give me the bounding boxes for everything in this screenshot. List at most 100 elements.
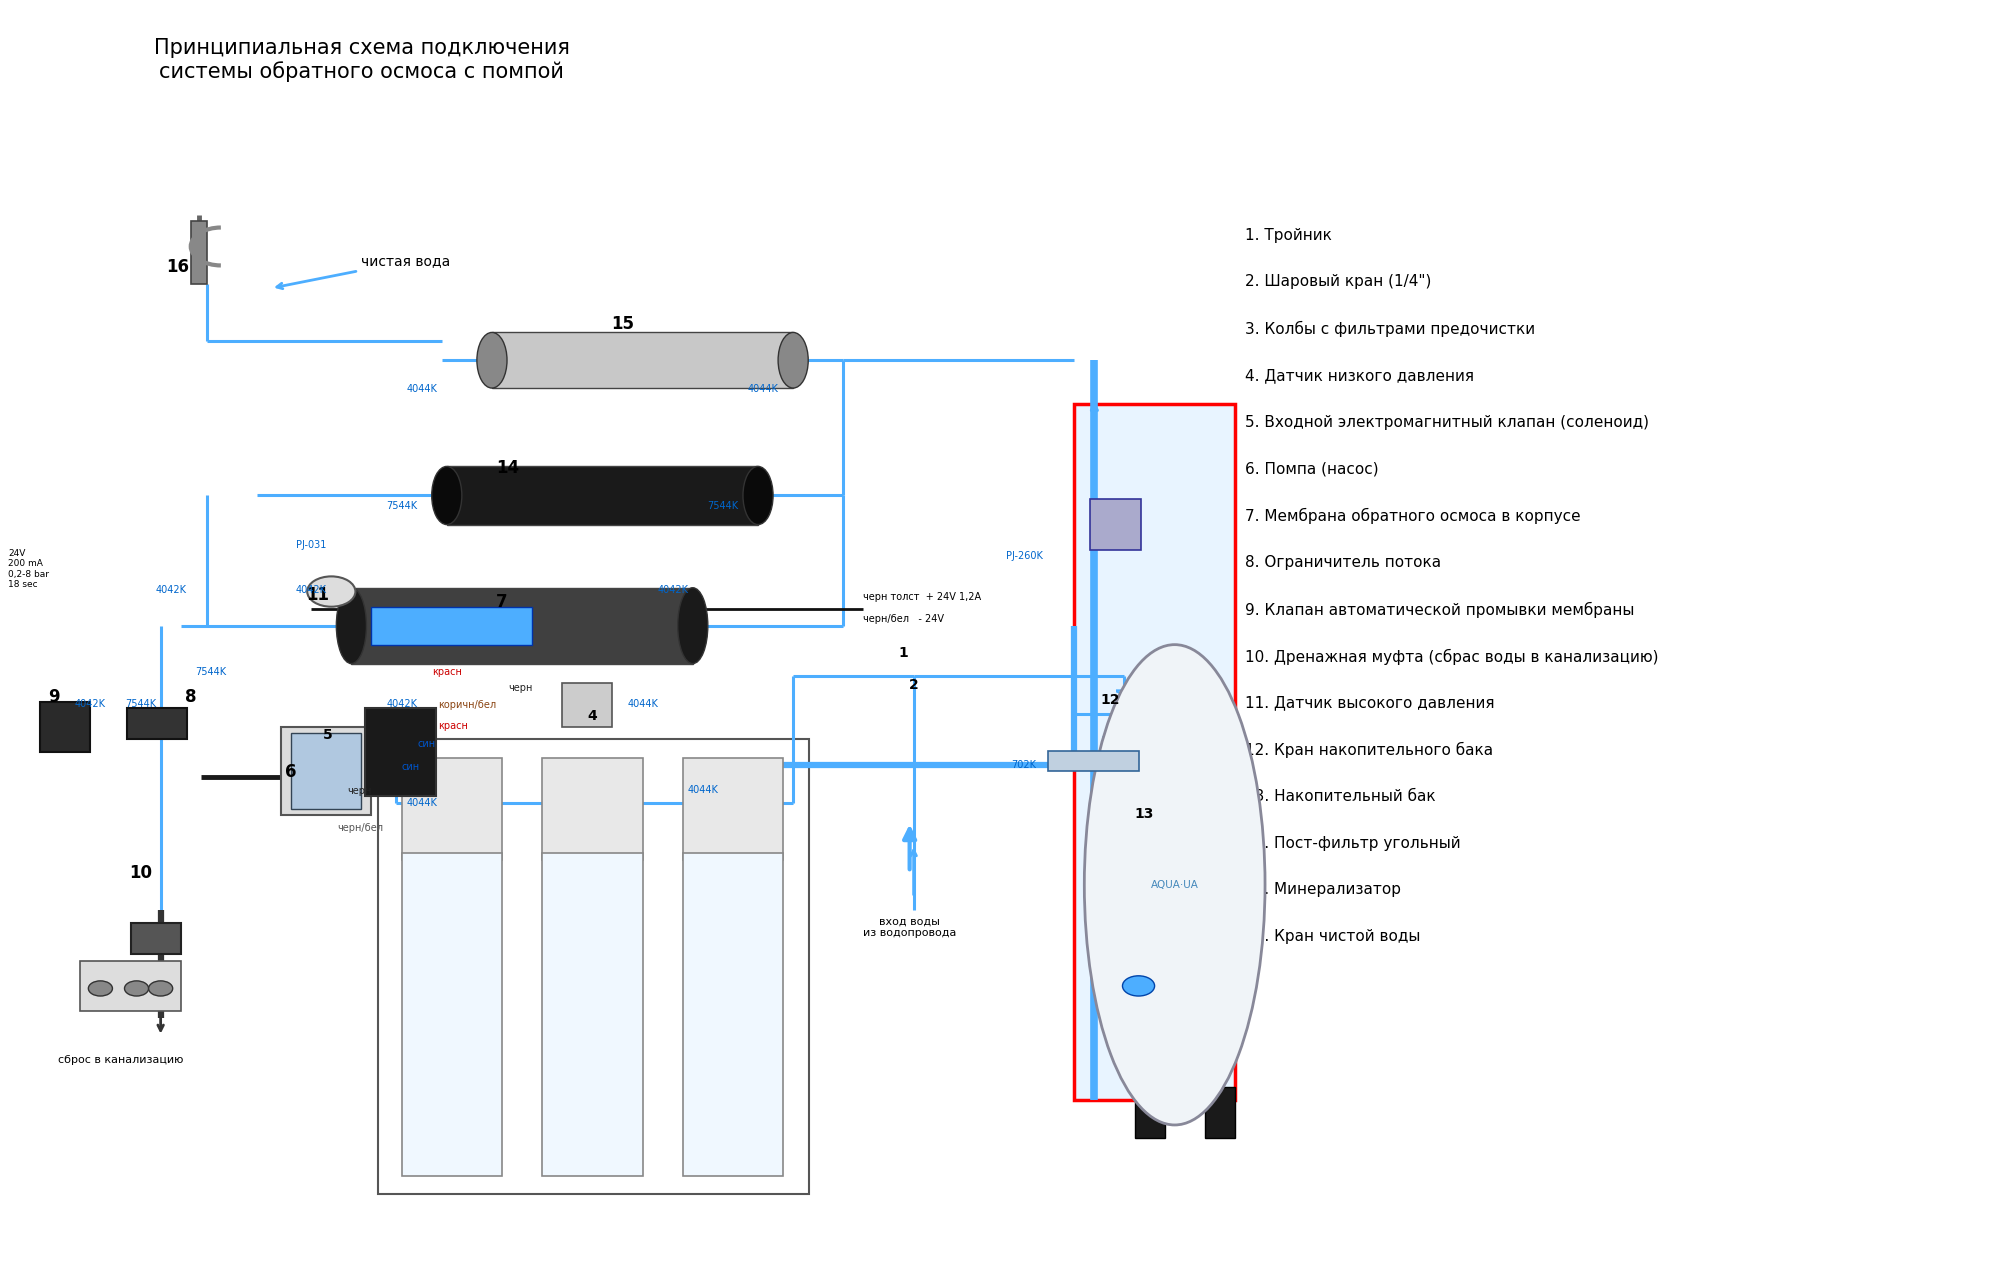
Bar	[542, 758, 642, 860]
Text: 6. Помпа (насос): 6. Помпа (насос)	[1244, 461, 1379, 477]
Text: PJ-260K: PJ-260K	[1006, 551, 1042, 561]
Bar	[401, 758, 502, 860]
Text: 9: 9	[48, 688, 60, 705]
Text: 4042K: 4042K	[385, 699, 417, 709]
Text: 1. Тройник: 1. Тройник	[1244, 228, 1331, 243]
Text: 14. Пост-фильтр угольный: 14. Пост-фильтр угольный	[1244, 836, 1459, 851]
Text: черн: черн	[347, 786, 371, 796]
Text: 4044K: 4044K	[405, 384, 438, 394]
Ellipse shape	[335, 588, 365, 664]
Text: красн: красн	[438, 720, 468, 731]
Circle shape	[124, 981, 149, 996]
Text: 10. Дренажная муфта (сбрас воды в канализацию): 10. Дренажная муфта (сбрас воды в канали…	[1244, 648, 1658, 665]
Text: 13. Накопительный бак: 13. Накопительный бак	[1244, 789, 1435, 804]
Text: PJ-031: PJ-031	[295, 540, 327, 550]
Ellipse shape	[478, 332, 506, 388]
Text: 7: 7	[496, 593, 508, 611]
Bar	[492, 332, 793, 388]
Text: вход воды
из водопровода: вход воды из водопровода	[863, 916, 955, 938]
Text: черн/бел: черн/бел	[337, 823, 383, 833]
Bar	[281, 727, 371, 815]
Text: син: син	[401, 762, 419, 772]
Text: 2. Шаровый кран (1/4"): 2. Шаровый кран (1/4")	[1244, 274, 1431, 289]
Text: 4042K: 4042K	[295, 585, 327, 595]
Text: 24V
200 mA
0,2-8 bar
18 sec: 24V 200 mA 0,2-8 bar 18 sec	[8, 549, 48, 589]
Text: 12: 12	[1100, 693, 1120, 707]
Text: чистая вода: чистая вода	[277, 254, 450, 288]
Circle shape	[88, 981, 112, 996]
Bar	[371, 607, 532, 645]
Text: 14: 14	[496, 459, 520, 477]
Bar	[682, 853, 783, 1176]
Circle shape	[307, 576, 355, 607]
Text: ВЫХОД
ВОДЫ В АКВАРИУМ: ВЫХОД ВОДЫ В АКВАРИУМ	[1100, 688, 1128, 829]
Text: син: син	[417, 739, 436, 750]
Text: 4044K: 4044K	[686, 785, 719, 795]
Ellipse shape	[432, 466, 462, 525]
Text: 6: 6	[285, 763, 297, 781]
Text: 4042K: 4042K	[155, 585, 187, 595]
Bar	[1204, 1087, 1234, 1138]
Bar	[40, 702, 90, 752]
Bar	[1048, 751, 1138, 771]
Text: 4. Датчик низкого давления: 4. Датчик низкого давления	[1244, 368, 1473, 383]
Text: 16. Кран чистой воды: 16. Кран чистой воды	[1244, 929, 1419, 944]
Text: AQUA·UA: AQUA·UA	[1150, 880, 1198, 890]
Text: 4044K: 4044K	[747, 384, 779, 394]
Text: черн/бел   - 24V: черн/бел - 24V	[863, 614, 943, 624]
Text: 5. Входной электромагнитный клапан (соленоид): 5. Входной электромагнитный клапан (соле…	[1244, 415, 1648, 430]
Text: 4: 4	[588, 709, 596, 723]
Text: 7544K: 7544K	[124, 699, 157, 709]
Text: 7544K: 7544K	[195, 667, 227, 678]
Text: 11: 11	[305, 586, 329, 604]
Text: 5: 5	[323, 728, 331, 742]
Text: 4044K: 4044K	[626, 699, 658, 709]
Bar	[191, 221, 207, 284]
Text: 12. Кран накопительного бака: 12. Кран накопительного бака	[1244, 742, 1493, 758]
Ellipse shape	[779, 332, 807, 388]
Ellipse shape	[743, 466, 773, 525]
Bar	[291, 733, 361, 809]
Text: 2: 2	[909, 678, 917, 691]
Circle shape	[149, 981, 173, 996]
Text: черн: черн	[508, 683, 532, 693]
Bar	[542, 853, 642, 1176]
Bar	[80, 961, 181, 1011]
Text: 3. Колбы с фильтрами предочистки: 3. Колбы с фильтрами предочистки	[1244, 321, 1533, 337]
Text: 3: 3	[556, 1149, 568, 1167]
Text: 10: 10	[128, 865, 153, 882]
Text: 7544K: 7544K	[706, 501, 739, 511]
Bar	[1090, 499, 1140, 550]
Text: 15. Минерализатор: 15. Минерализатор	[1244, 882, 1401, 897]
Text: сброс в канализацию: сброс в канализацию	[58, 1055, 183, 1066]
Ellipse shape	[1084, 645, 1264, 1125]
Bar	[682, 758, 783, 860]
Text: 4042K: 4042K	[74, 699, 106, 709]
Text: 4042K: 4042K	[656, 585, 688, 595]
Text: коричн/бел: коричн/бел	[438, 700, 496, 710]
Bar	[446, 466, 757, 525]
Text: черн толст: черн толст	[401, 592, 458, 602]
Text: Принципиальная схема подключения
системы обратного осмоса с помпой: Принципиальная схема подключения системы…	[153, 38, 570, 82]
Bar	[377, 739, 809, 1194]
Text: черн толст  + 24V 1,2A: черн толст + 24V 1,2A	[863, 592, 981, 602]
Text: 8. Ограничитель потока: 8. Ограничитель потока	[1244, 555, 1441, 570]
Text: красн: красн	[432, 667, 462, 678]
Ellipse shape	[678, 588, 706, 664]
Text: 702K: 702K	[1012, 760, 1036, 770]
Text: 1: 1	[899, 646, 907, 660]
Text: 8: 8	[185, 688, 197, 705]
Text: 11. Датчик высокого давления: 11. Датчик высокого давления	[1244, 695, 1493, 710]
Bar	[562, 683, 612, 727]
Bar	[130, 923, 181, 954]
Bar	[1134, 1087, 1164, 1138]
Bar	[126, 708, 187, 739]
Text: 13: 13	[1134, 806, 1154, 820]
Text: 7. Мембрана обратного осмоса в корпусе: 7. Мембрана обратного осмоса в корпусе	[1244, 508, 1580, 525]
Bar	[365, 708, 436, 796]
Text: 7544K: 7544K	[385, 501, 417, 511]
Text: 16: 16	[167, 258, 189, 276]
FancyBboxPatch shape	[1074, 404, 1234, 1100]
Circle shape	[1122, 976, 1154, 996]
Bar	[351, 588, 692, 664]
